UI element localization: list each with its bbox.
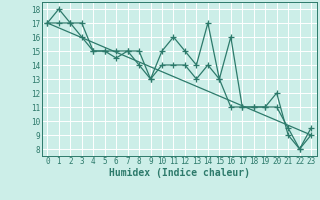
X-axis label: Humidex (Indice chaleur): Humidex (Indice chaleur) bbox=[109, 168, 250, 178]
